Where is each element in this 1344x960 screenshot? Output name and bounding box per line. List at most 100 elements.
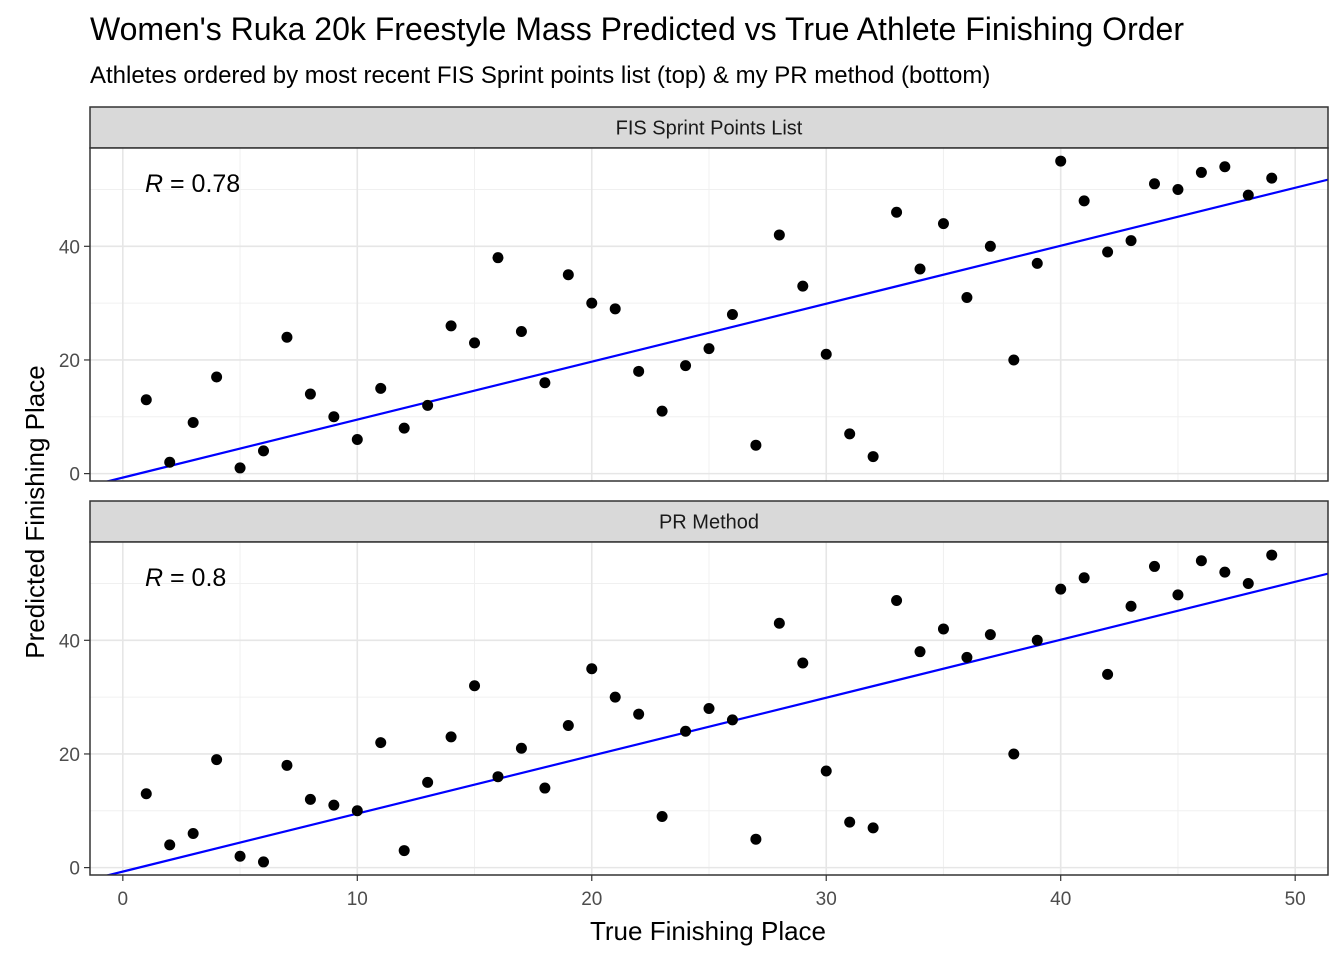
data-point — [937, 623, 949, 635]
data-point — [797, 657, 809, 669]
chart-subtitle: Athletes ordered by most recent FIS Spri… — [90, 62, 990, 89]
data-point — [1078, 572, 1090, 584]
correlation-label: R = 0.78 — [145, 170, 240, 198]
data-point — [1195, 555, 1207, 567]
data-point — [258, 445, 270, 457]
panel-2: PR Method 0 20 40 R = 0.8 0 10 20 30 40 50 — [59, 500, 1329, 910]
x-tick-label: 30 — [816, 889, 837, 910]
data-point — [234, 462, 246, 474]
data-point — [1078, 195, 1090, 207]
correlation-label: R = 0.8 — [145, 564, 226, 592]
data-point — [328, 799, 340, 811]
data-point — [539, 782, 551, 794]
strip-background — [89, 106, 1329, 149]
x-tick-label: 0 — [118, 889, 129, 910]
data-point — [680, 725, 692, 737]
data-point — [375, 382, 387, 394]
data-point — [398, 845, 410, 857]
data-point — [656, 405, 668, 417]
data-point — [304, 388, 316, 400]
y-tick-label: 0 — [69, 859, 80, 880]
data-point — [1102, 668, 1114, 680]
data-point — [281, 331, 293, 343]
strip-label: PR Method — [659, 512, 759, 534]
data-point — [797, 280, 809, 292]
data-point — [492, 771, 504, 783]
data-point — [281, 759, 293, 771]
data-point — [187, 416, 199, 428]
data-point — [164, 839, 176, 851]
correlation-symbol: R — [145, 564, 163, 592]
data-point — [1031, 634, 1043, 646]
data-point — [1242, 577, 1254, 589]
data-point — [539, 377, 551, 389]
data-point — [914, 263, 926, 275]
data-point — [703, 343, 715, 355]
data-point — [726, 714, 738, 726]
correlation-value: = 0.8 — [163, 564, 226, 592]
data-point — [492, 252, 504, 264]
data-point — [1242, 189, 1254, 201]
data-point — [1055, 155, 1067, 167]
data-point — [445, 731, 457, 743]
regression-line — [104, 572, 1328, 875]
data-point — [1219, 161, 1231, 173]
data-point — [304, 793, 316, 805]
data-point — [914, 646, 926, 658]
data-point — [1172, 589, 1184, 601]
x-tick-label: 20 — [581, 889, 602, 910]
data-point — [422, 776, 434, 788]
data-point — [375, 737, 387, 749]
data-point — [1008, 354, 1020, 366]
data-point — [586, 297, 598, 309]
data-point — [1219, 566, 1231, 578]
y-tick-label: 20 — [59, 351, 80, 372]
data-point — [680, 360, 692, 372]
y-tick-label: 40 — [59, 237, 80, 258]
data-point — [961, 291, 973, 303]
data-point — [750, 833, 762, 845]
data-point — [211, 754, 223, 766]
data-point — [984, 629, 996, 641]
data-point — [1148, 178, 1160, 190]
data-point — [773, 617, 785, 629]
data-point — [515, 326, 527, 338]
data-point — [891, 595, 903, 607]
y-axis-title: Predicted Finishing Place — [20, 365, 50, 658]
regression-line — [104, 178, 1328, 481]
data-point — [773, 229, 785, 241]
data-point — [187, 828, 199, 840]
data-point — [1266, 172, 1278, 184]
strip-label: FIS Sprint Points List — [616, 118, 803, 140]
data-point — [140, 394, 152, 406]
data-point — [234, 850, 246, 862]
data-point — [961, 651, 973, 663]
data-point — [328, 411, 340, 423]
data-point — [703, 703, 715, 714]
data-point — [1055, 583, 1067, 595]
data-point — [211, 371, 223, 383]
strip-background — [89, 500, 1329, 543]
data-point — [633, 365, 645, 377]
data-point — [398, 422, 410, 434]
panel-border — [89, 541, 1329, 876]
data-point — [469, 680, 481, 692]
x-tick-label: 10 — [347, 889, 368, 910]
data-point — [469, 337, 481, 349]
data-point — [258, 856, 270, 868]
data-point — [844, 816, 856, 828]
data-point — [1031, 257, 1043, 269]
data-point — [1102, 246, 1114, 258]
data-point — [609, 303, 621, 315]
chart-title: Women's Ruka 20k Freestyle Mass Predicte… — [90, 11, 1184, 47]
data-point — [867, 822, 879, 834]
data-point — [820, 348, 832, 360]
data-point — [140, 788, 152, 800]
data-point — [726, 309, 738, 320]
data-point — [422, 399, 434, 411]
data-point — [351, 805, 363, 817]
data-point — [844, 428, 856, 440]
data-point — [1172, 183, 1184, 195]
facet-panels: FIS Sprint Points List 0 20 40 R = 0.78 PR Me… — [59, 106, 1329, 910]
data-point — [609, 691, 621, 703]
